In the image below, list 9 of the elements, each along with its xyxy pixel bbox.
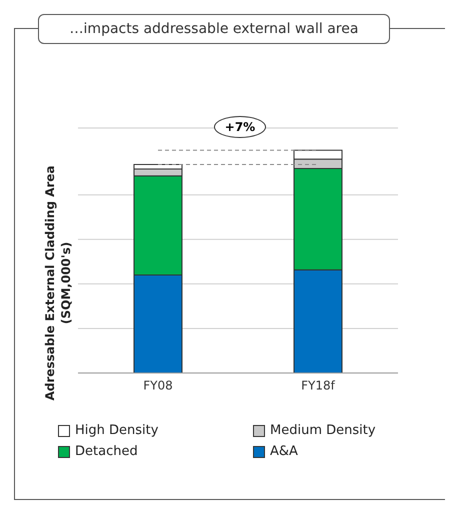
x-tick-label: FY08	[143, 378, 173, 393]
x-tick-label: FY18f	[301, 378, 336, 393]
legend-label: A&A	[269, 444, 299, 459]
legend-label: Detached	[74, 444, 139, 459]
text: +7%	[214, 116, 266, 138]
y-axis-title: Adressable External Cladding Area (SQM,000's)	[43, 165, 73, 401]
legend-label: High Density	[74, 423, 160, 438]
chart-title: …impacts addressable external wall area	[38, 14, 390, 44]
legend-label: Medium Density	[269, 423, 377, 438]
